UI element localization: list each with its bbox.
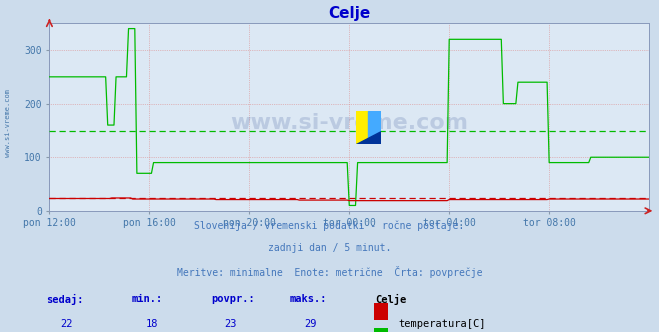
Bar xyxy=(368,111,381,144)
Text: Slovenija / vremenski podatki - ročne postaje.: Slovenija / vremenski podatki - ročne po… xyxy=(194,221,465,231)
Text: 23: 23 xyxy=(225,319,237,329)
Text: min.:: min.: xyxy=(132,294,163,304)
Text: 29: 29 xyxy=(304,319,316,329)
Text: maks.:: maks.: xyxy=(290,294,328,304)
Text: povpr.:: povpr.: xyxy=(211,294,254,304)
Text: www.si-vreme.com: www.si-vreme.com xyxy=(230,113,469,133)
Text: 18: 18 xyxy=(146,319,158,329)
Text: sedaj:: sedaj: xyxy=(46,294,84,305)
Title: Celje: Celje xyxy=(328,6,370,21)
Text: www.si-vreme.com: www.si-vreme.com xyxy=(5,89,11,157)
Bar xyxy=(356,111,368,144)
Text: Celje: Celje xyxy=(376,294,407,305)
Text: temperatura[C]: temperatura[C] xyxy=(399,319,486,329)
Polygon shape xyxy=(356,131,381,144)
Text: zadnji dan / 5 minut.: zadnji dan / 5 minut. xyxy=(268,243,391,253)
Text: 22: 22 xyxy=(60,319,72,329)
Text: Meritve: minimalne  Enote: metrične  Črta: povprečje: Meritve: minimalne Enote: metrične Črta:… xyxy=(177,266,482,278)
